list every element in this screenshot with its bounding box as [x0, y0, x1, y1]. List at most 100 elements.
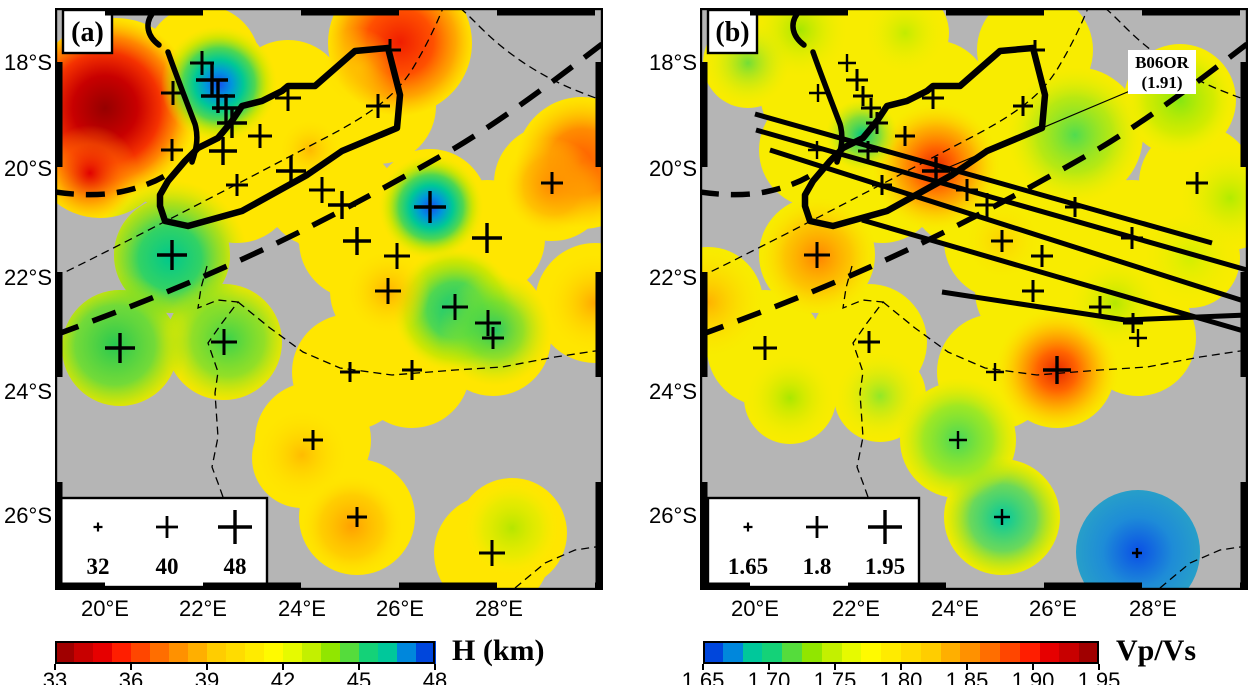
station-cross: [991, 230, 1013, 252]
colorbar-tick: [702, 664, 704, 670]
colorbar-segment: [901, 641, 922, 664]
colorbar-segment: [782, 641, 803, 664]
colorbar-segment: [264, 641, 284, 664]
legend-box: [56, 496, 269, 589]
station-cross: [994, 509, 1010, 525]
profile-line: [754, 111, 1213, 246]
legend-cross: [806, 516, 828, 538]
legend-cross: [93, 522, 103, 532]
profile-line: [755, 127, 1248, 273]
colorbar-tick: [434, 664, 436, 670]
colorbar-segment: [74, 641, 94, 664]
colorbar-segment: [742, 641, 763, 664]
field-blob: [254, 407, 350, 503]
colorbar-tick-label: 1.90: [1011, 668, 1055, 685]
station-cross: [866, 112, 888, 134]
station-cross: [309, 177, 335, 203]
colorbar-tick-label: 1.80: [879, 668, 923, 685]
field-blob: [300, 474, 404, 578]
station-cross: [157, 240, 187, 270]
station-cross: [808, 141, 826, 159]
lat-tick-label: 20°S: [4, 156, 52, 181]
colorbar-tick: [54, 664, 56, 670]
station-cross: [402, 360, 422, 380]
station-cross: [1022, 280, 1044, 302]
station-cross: [414, 191, 446, 223]
colorbar-segment: [131, 641, 151, 664]
colorbar-segment: [207, 641, 227, 664]
colorbar-tick-label: 36: [118, 668, 144, 685]
field-blob: [700, 247, 763, 357]
lon-tick-label: 24°E: [931, 596, 979, 621]
colorbar-frame: [55, 641, 435, 664]
lon-tick-label: 26°E: [1029, 596, 1077, 621]
colorbar-segment: [1019, 641, 1041, 664]
station-cross: [1186, 172, 1208, 194]
colorbar-segment: [150, 641, 170, 664]
station-cross: [211, 329, 237, 355]
colorbar-tick-label: 45: [346, 668, 372, 685]
colorbar-segment: [841, 641, 862, 664]
station-cross: [475, 310, 501, 336]
station-cross: [1013, 96, 1033, 116]
craton-boundary-dashed-west: [700, 171, 815, 198]
border-dashed-line: [237, 301, 603, 376]
colorbar-segment: [397, 641, 417, 664]
map-frame: [55, 8, 603, 590]
craton-boundary-dashed-west: [55, 171, 170, 198]
station-cross: [375, 278, 401, 304]
colorbar-vpvs: [703, 641, 1100, 664]
station-cross: [1089, 296, 1111, 318]
colorbar-segment: [920, 641, 942, 664]
lat-tick-label: 26°S: [4, 503, 52, 528]
colorbar-segment: [762, 641, 783, 664]
colorbar-segment: [722, 641, 744, 664]
colorbar-tick-label: 33: [42, 668, 68, 685]
station-cross: [472, 223, 502, 253]
field-blob: [1067, 255, 1163, 351]
legend-value: 40: [156, 554, 179, 579]
panel-label: (a): [71, 17, 104, 48]
colorbar-segment: [821, 641, 843, 664]
colorbar-segment: [112, 641, 132, 664]
lat-tick-label: 22°S: [649, 265, 697, 290]
river-line: [145, 11, 162, 48]
field-blob: [863, 8, 947, 75]
colorbar-tick-label: 39: [194, 668, 220, 685]
field-blob: [543, 251, 603, 355]
legend-value: 1.65: [728, 554, 768, 579]
station-cross: [161, 81, 185, 105]
station-cross: [895, 126, 915, 146]
station-cross: [541, 172, 563, 194]
legend-cross: [868, 510, 902, 544]
colorbar-segment: [226, 641, 246, 664]
colorbar-h: [55, 641, 436, 664]
field-blob: [464, 480, 560, 576]
border-dashed-line: [700, 8, 1089, 278]
colorbar-segment: [378, 641, 398, 664]
colorbar-segment: [802, 641, 823, 664]
station-cross: [248, 124, 272, 148]
colorbar-segment: [881, 641, 902, 664]
colorbar-tick-label: 1.65: [681, 668, 725, 685]
annotation-text: B06OR: [1135, 53, 1190, 72]
station-cross: [1132, 548, 1142, 558]
station-cross: [209, 137, 237, 165]
border-dashed-line: [514, 545, 603, 589]
colorbar-segment: [245, 641, 265, 664]
colorbar-tick: [834, 664, 836, 670]
colorbar-tick: [358, 664, 360, 670]
lat-tick-label: 22°S: [4, 265, 52, 290]
lon-tick-label: 22°E: [179, 596, 227, 621]
colorbar-tick: [1032, 664, 1034, 670]
colorbar-title-vpvs: Vp/Vs: [1116, 634, 1197, 667]
station-cross: [328, 191, 356, 219]
legend-value: 1.8: [803, 554, 832, 579]
colorbar-segment: [55, 641, 75, 664]
annotation-pointer-line: [939, 87, 1138, 172]
station-cross: [226, 174, 248, 196]
lon-tick-label: 28°E: [1129, 596, 1177, 621]
border-dashed-line: [55, 8, 444, 278]
station-cross: [922, 87, 944, 109]
